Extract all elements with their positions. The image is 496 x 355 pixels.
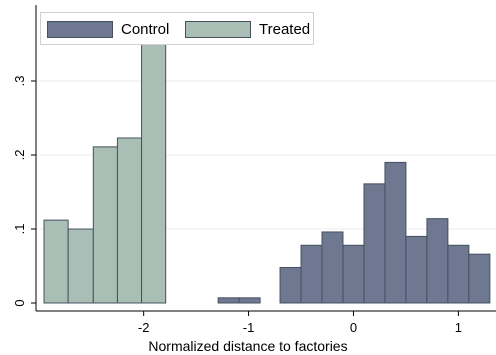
bar-control-5	[342, 244, 365, 304]
legend-label-treated: Treated	[259, 20, 311, 38]
axes: 0 .1 .2 .3 -2 -1 0 1	[12, 5, 496, 335]
x-tick-label-2: 0	[350, 320, 357, 335]
legend-swatch-control	[47, 20, 113, 38]
bar-control-4	[321, 231, 344, 304]
x-tick-label-0: -2	[138, 320, 150, 335]
bar-control-11	[468, 253, 491, 304]
bar-control-8	[405, 235, 428, 304]
bar-control-1	[238, 297, 261, 304]
bar-control-3	[300, 244, 323, 304]
x-tick-label-1: -1	[243, 320, 255, 335]
legend-swatch-treated	[185, 20, 251, 38]
x-axis-label: Normalized distance to factories	[148, 338, 348, 354]
legend: Control Treated	[40, 12, 314, 45]
bar-control-7	[384, 161, 407, 304]
bar-control-9	[426, 218, 449, 304]
legend-label-control: Control	[121, 20, 170, 38]
bar-control-6	[363, 183, 386, 304]
legend-item-treated: Treated	[185, 20, 310, 38]
bar-control-0	[217, 297, 240, 304]
y-tick-label-3: .3	[12, 76, 27, 87]
histogram-bars	[43, 43, 491, 304]
y-tick-label-0: 0	[12, 299, 27, 306]
legend-item-control: Control	[47, 20, 169, 38]
bar-control-2	[279, 266, 302, 304]
bar-control-10	[447, 244, 470, 304]
y-tick-label-2: .2	[12, 150, 27, 161]
bar-treated-3	[116, 137, 143, 304]
x-tick-label-3: 1	[455, 320, 462, 335]
y-tick-label-1: .1	[12, 224, 27, 235]
bar-treated-0	[43, 219, 69, 304]
bar-treated-4	[141, 43, 167, 304]
bar-treated-1	[67, 228, 94, 304]
bar-treated-2	[92, 146, 118, 304]
